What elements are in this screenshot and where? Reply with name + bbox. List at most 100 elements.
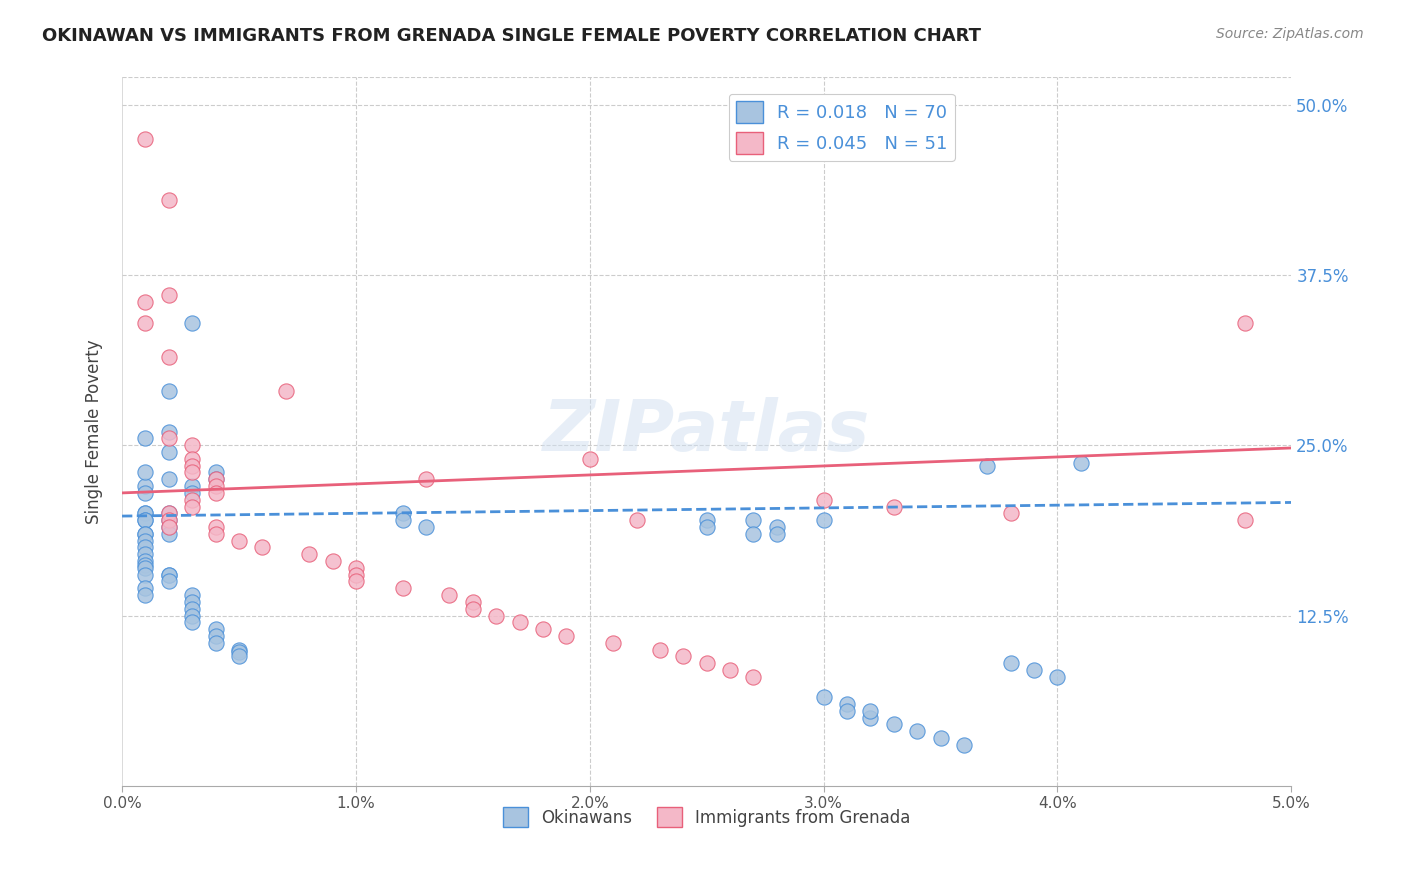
Point	[204, 479, 226, 493]
Legend: Okinawans, Immigrants from Grenada: Okinawans, Immigrants from Grenada	[496, 800, 917, 834]
Point	[298, 547, 321, 561]
Point	[696, 520, 718, 534]
Point	[344, 574, 367, 589]
Point	[204, 526, 226, 541]
Point	[322, 554, 344, 568]
Point	[461, 595, 484, 609]
Point	[1000, 656, 1022, 670]
Point	[228, 533, 250, 548]
Point	[181, 608, 204, 623]
Point	[181, 492, 204, 507]
Point	[157, 526, 180, 541]
Point	[134, 513, 156, 527]
Point	[555, 629, 578, 643]
Point	[835, 704, 858, 718]
Point	[766, 520, 789, 534]
Text: OKINAWAN VS IMMIGRANTS FROM GRENADA SINGLE FEMALE POVERTY CORRELATION CHART: OKINAWAN VS IMMIGRANTS FROM GRENADA SING…	[42, 27, 981, 45]
Point	[204, 472, 226, 486]
Point	[157, 472, 180, 486]
Point	[1022, 663, 1045, 677]
Point	[134, 295, 156, 310]
Point	[391, 506, 413, 520]
Point	[157, 506, 180, 520]
Point	[859, 711, 882, 725]
Point	[742, 526, 765, 541]
Point	[742, 513, 765, 527]
Point	[134, 513, 156, 527]
Point	[134, 588, 156, 602]
Point	[181, 588, 204, 602]
Point	[181, 479, 204, 493]
Point	[602, 636, 624, 650]
Point	[181, 438, 204, 452]
Point	[531, 622, 554, 636]
Point	[134, 558, 156, 573]
Point	[157, 432, 180, 446]
Point	[157, 350, 180, 364]
Point	[204, 520, 226, 534]
Point	[134, 316, 156, 330]
Point	[883, 717, 905, 731]
Point	[157, 520, 180, 534]
Point	[274, 384, 297, 398]
Point	[181, 458, 204, 473]
Y-axis label: Single Female Poverty: Single Female Poverty	[86, 339, 103, 524]
Point	[134, 526, 156, 541]
Point	[134, 479, 156, 493]
Point	[181, 595, 204, 609]
Point	[929, 731, 952, 745]
Point	[953, 738, 976, 752]
Point	[134, 533, 156, 548]
Point	[718, 663, 741, 677]
Point	[204, 636, 226, 650]
Text: Source: ZipAtlas.com: Source: ZipAtlas.com	[1216, 27, 1364, 41]
Point	[344, 561, 367, 575]
Point	[134, 541, 156, 555]
Point	[181, 316, 204, 330]
Point	[766, 526, 789, 541]
Text: ZIPatlas: ZIPatlas	[543, 397, 870, 467]
Point	[485, 608, 508, 623]
Point	[134, 506, 156, 520]
Point	[157, 384, 180, 398]
Point	[134, 432, 156, 446]
Point	[228, 642, 250, 657]
Point	[157, 288, 180, 302]
Point	[181, 451, 204, 466]
Point	[181, 486, 204, 500]
Point	[252, 541, 274, 555]
Point	[344, 567, 367, 582]
Point	[626, 513, 648, 527]
Point	[157, 506, 180, 520]
Point	[204, 466, 226, 480]
Point	[415, 472, 437, 486]
Point	[134, 526, 156, 541]
Point	[439, 588, 461, 602]
Point	[1233, 316, 1256, 330]
Point	[134, 554, 156, 568]
Point	[228, 645, 250, 659]
Point	[157, 193, 180, 207]
Point	[672, 649, 695, 664]
Point	[578, 451, 600, 466]
Point	[157, 567, 180, 582]
Point	[813, 513, 835, 527]
Point	[1000, 506, 1022, 520]
Point	[813, 492, 835, 507]
Point	[157, 520, 180, 534]
Point	[1046, 670, 1069, 684]
Point	[742, 670, 765, 684]
Point	[157, 513, 180, 527]
Point	[134, 561, 156, 575]
Point	[134, 506, 156, 520]
Point	[157, 567, 180, 582]
Point	[134, 486, 156, 500]
Point	[181, 466, 204, 480]
Point	[157, 513, 180, 527]
Point	[204, 629, 226, 643]
Point	[181, 601, 204, 615]
Point	[905, 724, 928, 739]
Point	[696, 513, 718, 527]
Point	[1070, 456, 1092, 470]
Point	[883, 500, 905, 514]
